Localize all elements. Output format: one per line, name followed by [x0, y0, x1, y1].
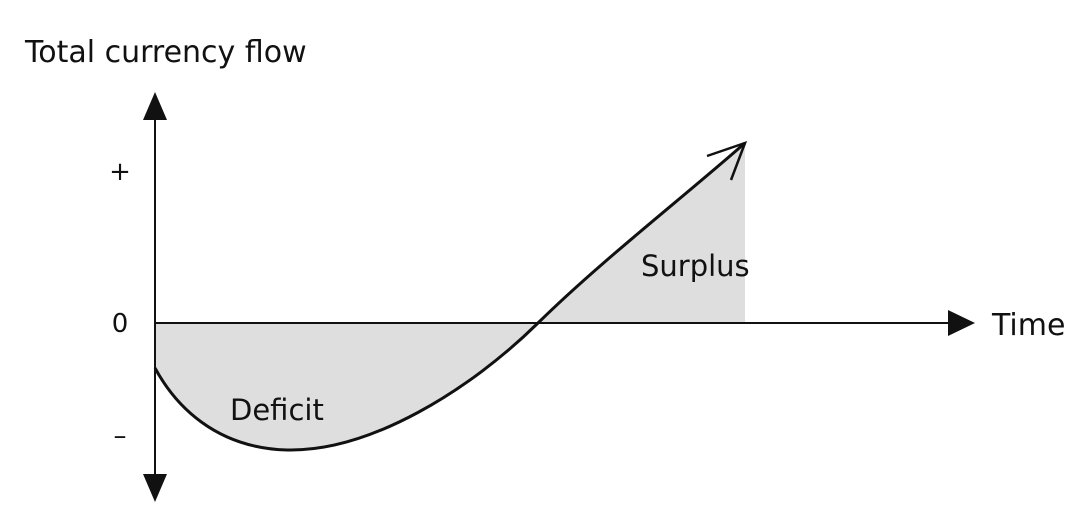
currency-flow-axis-up-arrowhead — [143, 92, 167, 120]
y-tick-plus: + — [109, 157, 131, 187]
x-axis-label: Time — [991, 308, 1065, 343]
j-curve-arrowhead — [706, 140, 748, 181]
currency-flow-axis-down-arrowhead — [143, 474, 167, 502]
deficit-area — [155, 323, 538, 451]
surplus-label: Surplus — [641, 249, 750, 283]
j-curve — [153, 141, 746, 452]
deficit-label: Deficit — [230, 393, 324, 427]
y-tick-zero: 0 — [112, 309, 129, 339]
time-axis-arrowhead — [948, 310, 975, 336]
y-axis-label: Total currency flow — [24, 35, 307, 70]
y-tick-minus: – — [114, 421, 127, 451]
